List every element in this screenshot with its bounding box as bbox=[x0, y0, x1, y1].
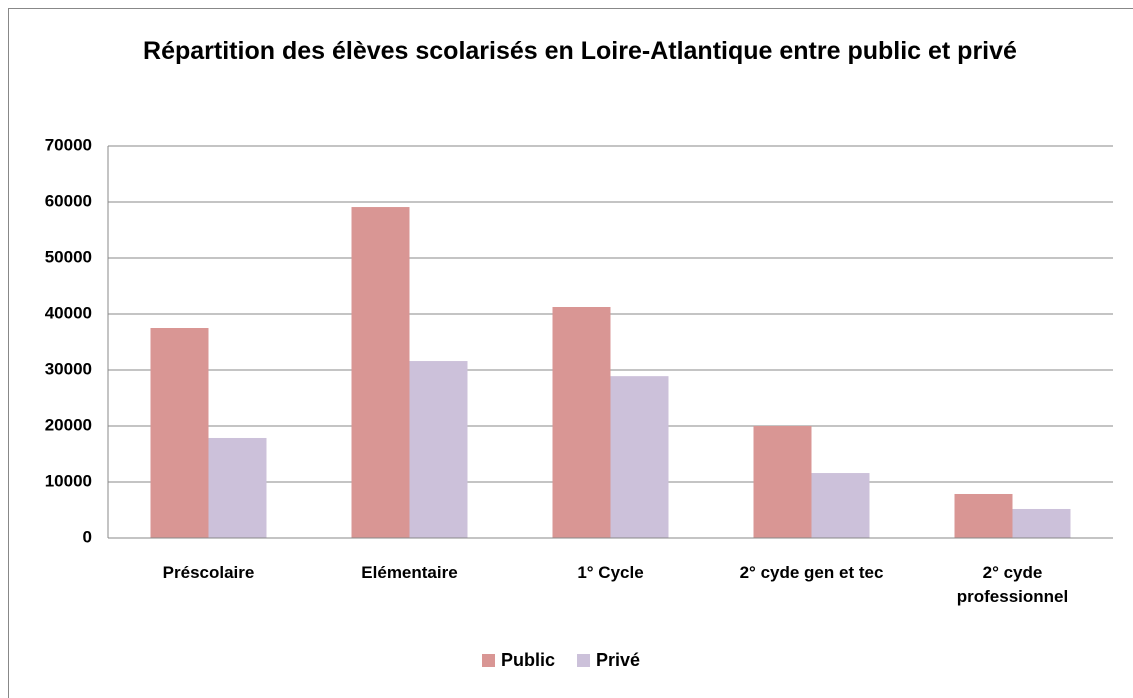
x-tick-label: Elémentaire bbox=[361, 563, 458, 582]
x-tick-label: 1° Cycle bbox=[577, 563, 644, 582]
y-tick-label: 30000 bbox=[45, 359, 92, 378]
y-tick-label: 40000 bbox=[45, 303, 92, 322]
bar bbox=[150, 328, 209, 538]
bar bbox=[552, 307, 611, 538]
x-tick-label: Préscolaire bbox=[162, 563, 255, 582]
chart-border bbox=[8, 8, 1133, 698]
bar bbox=[811, 473, 870, 538]
bar bbox=[954, 493, 1013, 538]
legend-label: Public bbox=[501, 650, 555, 670]
bar bbox=[1012, 508, 1071, 538]
x-tick-label: 2° cyde professionnel bbox=[956, 563, 1069, 606]
bar bbox=[351, 207, 410, 539]
bar bbox=[409, 361, 468, 538]
y-tick-label: 20000 bbox=[45, 415, 92, 434]
bar bbox=[208, 437, 267, 538]
legend-swatch bbox=[482, 654, 495, 667]
legend-swatch bbox=[577, 654, 591, 667]
y-tick-label: 10000 bbox=[45, 471, 92, 490]
y-tick-label: 70000 bbox=[45, 135, 92, 154]
bar bbox=[753, 426, 812, 538]
y-tick-label: 0 bbox=[83, 527, 92, 546]
y-tick-label: 60000 bbox=[45, 191, 92, 210]
y-tick-label: 50000 bbox=[45, 247, 92, 266]
legend-label: Privé bbox=[596, 650, 640, 670]
bar bbox=[610, 376, 669, 538]
chart-title: Répartition des élèves scolarisés en Loi… bbox=[143, 37, 1017, 65]
x-tick-label: 2° cyde gen et tec bbox=[739, 563, 884, 582]
